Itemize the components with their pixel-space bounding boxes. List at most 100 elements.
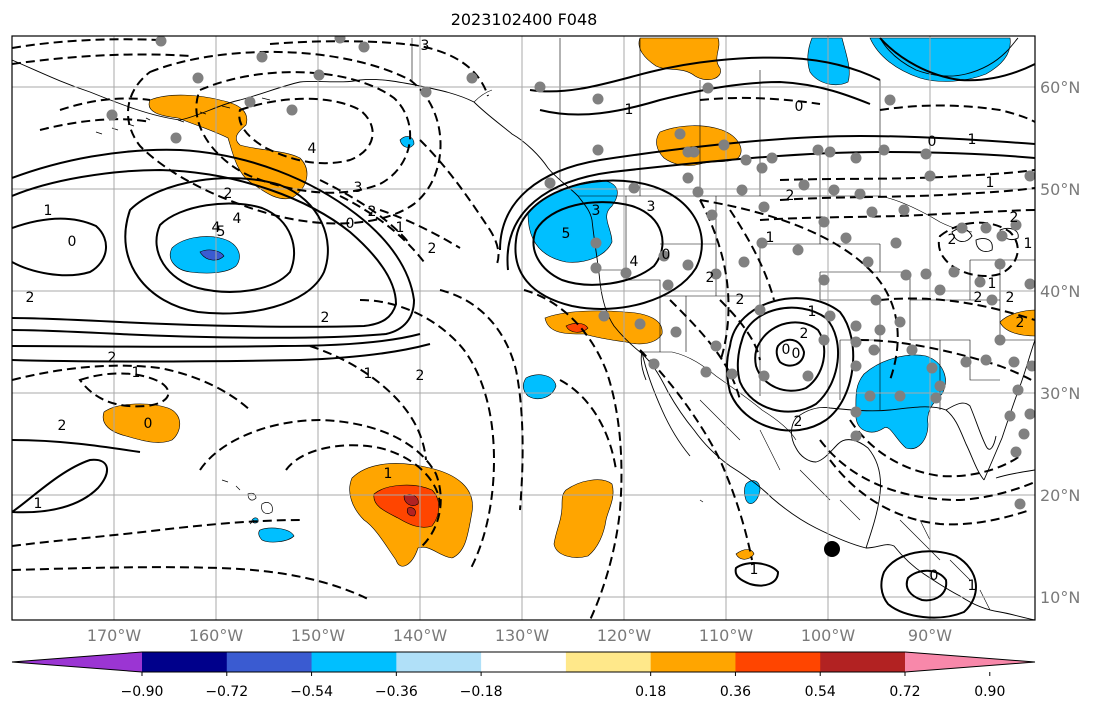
station-dot [818,216,830,228]
contour-label: 4 [308,141,317,157]
shade-orange-alaska-gulf [148,94,308,200]
contour-label: 0 [782,342,791,358]
station-dot [824,310,836,322]
contour-dash-east-1 [879,297,1035,321]
station-dot [878,144,890,156]
contour-label: 2 [786,188,795,204]
station-dot [313,69,325,81]
contour-dash-pacific-south-2 [12,566,371,601]
contour-dash-gulf-alaska-1 [238,97,374,165]
contour-dash-central-1 [309,345,427,461]
station-dot [710,340,722,352]
colorbar-segment [142,652,228,672]
shade-blue-canada-north [807,37,850,85]
contour-dash-texas-ring [699,199,899,381]
station-dot [756,237,768,249]
colorbar-segment [396,652,482,672]
shade-orange-mexico-small [735,549,755,560]
longitude-label: 160°W [189,626,244,645]
latitude-axis: 60°N 50°N 40°N 30°N 20°N 10°N [1040,78,1080,607]
station-dot [358,41,370,53]
station-dot [740,154,752,166]
contour-jet-1 [499,134,1035,251]
station-dot [598,310,610,322]
station-dot [894,316,906,328]
contour-dash-pacific-south [12,519,301,547]
station-dot [812,144,824,156]
latitude-label: 40°N [1040,282,1080,301]
station-dot [1024,408,1035,420]
islands [221,479,704,525]
colorbar-segment [481,652,567,672]
station-dots [106,36,1035,510]
station-dot [926,362,938,374]
station-dot [828,184,840,196]
contour-label: 1 [1024,236,1033,252]
station-dot [906,344,918,356]
contour-pacific-arc-1 [12,148,416,339]
station-dot [948,266,960,278]
contour-label: 1 [986,175,995,191]
station-dot [702,82,714,94]
station-dot [766,152,778,164]
station-dot [798,179,810,191]
contour-label: 2 [1006,290,1015,306]
latitude-label: 60°N [1040,78,1080,97]
station-dot [534,81,546,93]
contour-south-mexico-low-2 [905,569,948,602]
contour-offshore-low [532,201,664,286]
contour-label: 1 [968,132,977,148]
contour-label: 5 [562,226,571,242]
contour-dash-gulf [829,459,1031,526]
colorbar-tick-label: 0.36 [720,684,751,700]
contour-dash-bering [39,97,151,131]
colorbar-max-extend [905,652,1035,672]
station-dot [420,86,432,98]
station-dot [850,360,862,372]
colorbar-segment [311,652,397,672]
colorbar-tick-label: −0.54 [290,684,333,700]
shade-orange-hawaii-west [102,403,181,443]
contour-dash-0-band [419,139,500,267]
longitude-label: 90°W [908,626,952,645]
longitude-label: 120°W [597,626,652,645]
longitude-label: 140°W [393,626,448,645]
contour-label: 3 [354,180,363,196]
longitude-label: 150°W [291,626,346,645]
station-dot [1008,356,1020,368]
contour-label: 1 [132,365,141,381]
contour-label: 3 [421,38,430,54]
station-dot [994,334,1006,346]
station-dot [818,274,830,286]
colorbar-segment [226,652,313,672]
latitude-label: 10°N [1040,588,1080,607]
station-dot [924,170,936,182]
contour-dash-pacific-mid-2 [78,372,170,408]
colorbar-tick-label: 0.90 [974,684,1005,700]
contour-canada-2 [529,56,881,93]
station-dot [662,279,674,291]
station-dot [170,132,182,144]
contour-label: 5 [217,224,226,240]
station-dot [756,162,768,174]
station-dot [634,318,646,330]
station-dot [754,304,766,316]
borders-central-america [919,519,991,611]
station-dot [802,370,814,382]
hawaii-islands [221,479,273,525]
contour-label: 0 [792,346,801,362]
station-dot [818,334,830,346]
latitude-label: 30°N [1040,384,1080,403]
contour-label: 2 [26,290,35,306]
contour-label: 1 [384,466,393,482]
station-dot [674,128,686,140]
contour-label: 1 [766,230,775,246]
colorbar-segment [565,652,652,672]
contour-dash-hawaii-ring-2 [285,444,442,511]
station-dot [736,184,748,196]
contour-label: 1 [34,496,43,512]
contour-label: 2 [108,350,117,366]
contour-label: 0 [144,416,153,432]
contour-dash-gulf-alaska-3 [126,50,442,225]
contour-dash-0-band-2 [379,209,461,249]
